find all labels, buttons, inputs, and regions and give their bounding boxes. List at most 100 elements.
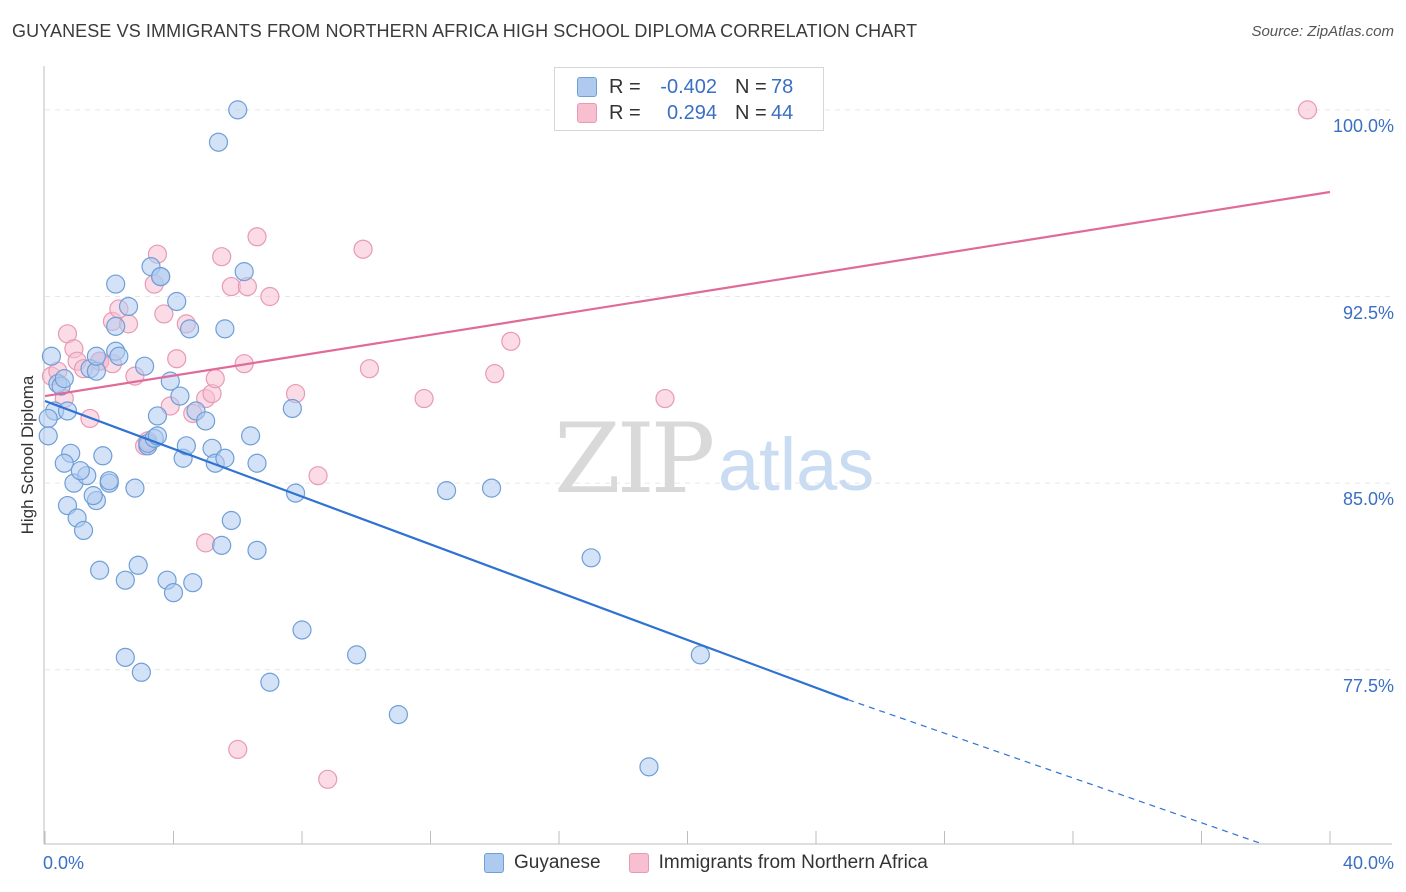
series-immigrants-points (41, 100, 1318, 789)
source-credit: Source: ZipAtlas.com (1251, 23, 1394, 40)
data-point-guyanese (212, 535, 232, 555)
data-point-guyanese (131, 662, 151, 682)
data-point-guyanese (147, 406, 168, 426)
watermark-zip: ZIP (554, 403, 713, 515)
legend-swatch-pink (628, 853, 649, 873)
legend-item-immigrants[interactable]: Immigrants from Northern Africa (628, 852, 928, 874)
data-point-guyanese (99, 471, 119, 491)
data-point-guyanese (228, 100, 248, 120)
data-point-guyanese (128, 555, 148, 575)
data-point-guyanese (151, 266, 171, 287)
data-point-guyanese (221, 510, 241, 531)
data-point-guyanese (73, 520, 94, 541)
y-tick-label: 100.0% (1332, 115, 1394, 136)
data-point-guyanese (54, 369, 74, 389)
data-point-guyanese (347, 645, 367, 665)
y-tick-label: 85.0% (1342, 489, 1394, 510)
watermark: ZIP atlas (554, 403, 874, 515)
legend-item-guyanese[interactable]: Guyanese (484, 852, 601, 874)
data-point-immigrants (318, 769, 338, 789)
data-point-guyanese (234, 262, 254, 282)
data-point-guyanese (125, 478, 145, 498)
data-point-immigrants (154, 304, 174, 324)
trend-line-guyanese-extrapolated (847, 699, 1263, 845)
data-point-guyanese (581, 548, 601, 568)
grid-lines (45, 109, 1392, 671)
data-point-immigrants (221, 276, 241, 297)
data-point-immigrants (228, 739, 248, 760)
data-point-guyanese (260, 672, 280, 692)
data-point-guyanese (170, 386, 190, 406)
data-point-guyanese (134, 356, 155, 376)
data-point-guyanese (247, 453, 267, 473)
data-point-guyanese (115, 570, 135, 590)
data-point-immigrants (414, 388, 434, 409)
series-legend: Guyanese Immigrants from Northern Africa (484, 852, 956, 874)
data-point-guyanese (481, 478, 502, 498)
data-point-guyanese (118, 296, 139, 317)
stats-row-guyanese: R = -0.402 N = 78 (577, 75, 793, 99)
data-point-immigrants (501, 331, 521, 351)
data-point-guyanese (70, 461, 90, 481)
data-point-guyanese (388, 704, 408, 725)
data-point-guyanese (247, 540, 267, 560)
stats-row-immigrants: R = 0.294 N = 44 (577, 101, 793, 125)
data-point-guyanese (639, 757, 659, 777)
x-tick-label-max: 40.0% (1342, 853, 1394, 873)
data-point-immigrants (353, 239, 373, 259)
data-point-extra (196, 533, 216, 553)
data-point-guyanese (90, 560, 110, 580)
r-value: -0.402 (660, 75, 717, 98)
data-point-immigrants (167, 349, 187, 369)
data-point-guyanese (176, 436, 196, 456)
r-label: R = (609, 75, 641, 98)
legend-swatch-pink (577, 103, 597, 123)
y-tick-label: 92.5% (1342, 302, 1394, 323)
stats-legend: R = -0.402 N = 78 R = 0.294 N = 44 (554, 67, 824, 131)
data-point-guyanese (57, 401, 78, 421)
data-point-guyanese (215, 319, 235, 339)
data-point-guyanese (38, 426, 58, 446)
data-point-guyanese (93, 446, 113, 466)
data-point-guyanese (282, 398, 302, 419)
data-point-guyanese (436, 481, 457, 501)
data-point-guyanese (54, 453, 74, 473)
data-point-guyanese (690, 645, 710, 665)
series-guyanese-points (38, 100, 710, 777)
data-point-immigrants (1297, 100, 1318, 120)
data-point-guyanese (292, 620, 312, 640)
y-tick-label: 77.5% (1342, 675, 1394, 696)
data-point-immigrants (655, 388, 675, 409)
data-point-guyanese (179, 319, 200, 339)
legend-label: Guyanese (514, 852, 601, 873)
data-point-guyanese (167, 291, 187, 312)
watermark-atlas: atlas (718, 423, 874, 506)
data-point-guyanese (86, 346, 107, 366)
legend-swatch-blue (577, 77, 597, 97)
axes (43, 66, 1392, 845)
data-point-guyanese (163, 583, 184, 603)
data-point-immigrants (485, 364, 505, 384)
data-point-immigrants (247, 227, 267, 247)
data-point-guyanese (109, 346, 129, 366)
n-label: N = (735, 101, 767, 124)
data-point-guyanese (196, 411, 216, 431)
data-point-immigrants (212, 247, 232, 267)
r-label: R = (609, 101, 641, 124)
data-point-guyanese (83, 485, 103, 506)
data-point-guyanese (106, 316, 126, 336)
trend-line-guyanese (44, 399, 849, 701)
data-point-guyanese (183, 573, 203, 593)
chart-title: GUYANESE VS IMMIGRANTS FROM NORTHERN AFR… (12, 21, 918, 41)
n-value: 44 (771, 101, 794, 124)
data-point-guyanese (241, 426, 261, 446)
data-point-guyanese (41, 346, 62, 366)
r-value: 0.294 (666, 101, 717, 124)
data-point-guyanese (208, 132, 229, 152)
legend-swatch-blue (484, 853, 504, 873)
n-label: N = (735, 75, 767, 98)
data-point-immigrants (205, 369, 225, 389)
data-point-immigrants (308, 466, 328, 486)
x-tick-label-min: 0.0% (43, 853, 85, 873)
